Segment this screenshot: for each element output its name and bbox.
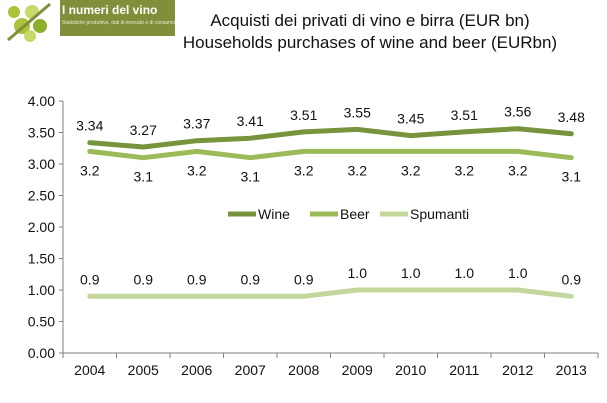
data-label-wine: 3.27 (130, 122, 157, 138)
data-label-beer: 3.2 (508, 162, 528, 178)
data-label-spumanti: 0.9 (294, 271, 314, 287)
data-label-spumanti: 1.0 (508, 265, 528, 281)
data-label-wine: 3.56 (504, 104, 531, 120)
data-label-wine: 3.51 (290, 107, 317, 123)
data-label-wine: 3.55 (344, 104, 371, 120)
data-label-spumanti: 0.9 (80, 271, 100, 287)
x-tick-label: 2007 (235, 362, 266, 378)
data-label-wine: 3.37 (183, 116, 210, 132)
data-label-beer: 3.2 (455, 162, 475, 178)
x-tick-label: 2005 (128, 362, 159, 378)
data-label-beer: 3.1 (241, 169, 261, 185)
series-line-beer (87, 148, 574, 161)
data-label-wine: 3.41 (237, 113, 264, 129)
x-tick-label: 2011 (449, 362, 479, 378)
series-line-spumanti (87, 287, 574, 299)
data-label-wine: 3.51 (451, 107, 478, 123)
x-tick-label: 2012 (502, 362, 533, 378)
x-tick-label: 2010 (395, 362, 426, 378)
data-label-beer: 3.2 (187, 162, 207, 178)
data-label-spumanti: 1.0 (348, 265, 368, 281)
x-tick-label: 2006 (181, 362, 212, 378)
y-tick-label: 2.50 (28, 188, 55, 204)
x-tick-label: 2004 (74, 362, 105, 378)
chart-subtitle: Households purchases of wine and beer (E… (182, 33, 558, 52)
y-tick-label: 0.50 (28, 314, 55, 330)
legend-label-spumanti: Spumanti (410, 206, 469, 222)
data-label-beer: 3.2 (80, 162, 100, 178)
data-label-beer: 3.1 (562, 169, 582, 185)
data-label-beer: 3.1 (134, 169, 154, 185)
y-tick-label: 3.50 (28, 125, 55, 141)
y-tick-label: 0.00 (28, 345, 55, 361)
x-tick-label: 2009 (342, 362, 373, 378)
data-label-spumanti: 1.0 (401, 265, 421, 281)
data-label-spumanti: 1.0 (455, 265, 475, 281)
y-tick-label: 1.50 (28, 251, 55, 267)
y-tick-label: 4.00 (28, 93, 55, 109)
logo-subtitle: Statistiche produttive, dati di mercato … (62, 20, 176, 26)
data-label-wine: 3.48 (558, 109, 585, 125)
series-line-wine (87, 126, 574, 150)
x-tick-label: 2008 (288, 362, 319, 378)
data-label-wine: 3.45 (397, 111, 424, 127)
data-label-beer: 3.2 (401, 162, 421, 178)
legend-label-wine: Wine (258, 206, 290, 222)
data-label-spumanti: 0.9 (241, 271, 261, 287)
data-label-beer: 3.2 (294, 162, 314, 178)
logo-banner: I numeri del vino Statistiche produttive… (0, 0, 176, 44)
y-tick-label: 1.00 (28, 282, 55, 298)
y-tick-label: 2.00 (28, 219, 55, 235)
y-tick-label: 3.00 (28, 156, 55, 172)
chart-titles: Acquisti dei privati di vino e birra (EU… (150, 10, 590, 54)
data-label-spumanti: 0.9 (187, 271, 207, 287)
data-label-spumanti: 0.9 (562, 271, 582, 287)
data-label-wine: 3.34 (76, 118, 103, 134)
wine-grape-logo-icon (0, 0, 60, 44)
data-label-spumanti: 0.9 (134, 271, 154, 287)
chart-title: Acquisti dei privati di vino e birra (EU… (210, 11, 530, 30)
logo-title: I numeri del vino (62, 3, 158, 17)
legend-label-beer: Beer (340, 206, 370, 222)
x-tick-label: 2013 (556, 362, 587, 378)
data-label-beer: 3.2 (348, 162, 368, 178)
